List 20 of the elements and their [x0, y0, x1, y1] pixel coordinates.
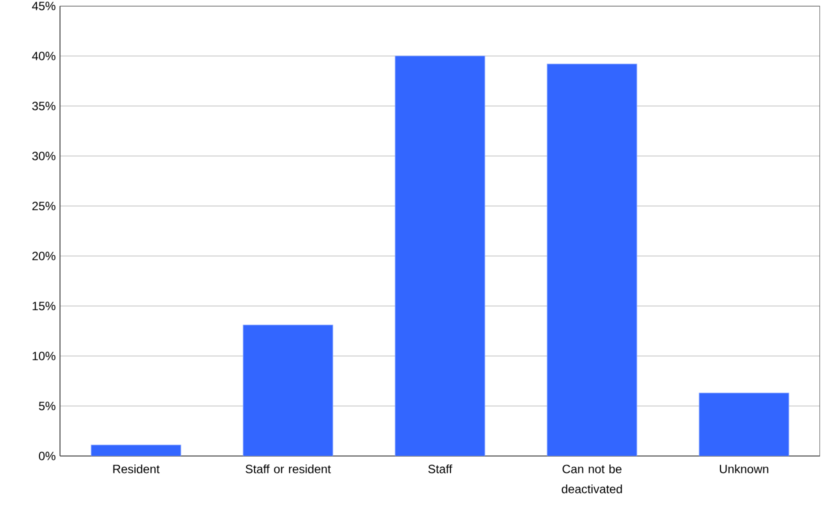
- bar: [394, 56, 486, 456]
- x-tick-label: Resident: [113, 464, 160, 474]
- y-tick-label: 10%: [32, 352, 56, 360]
- x-tick-label: Can not be deactivated: [562, 464, 622, 494]
- y-tick-label: 5%: [38, 402, 56, 410]
- x-tick-label: Staff or resident: [246, 464, 331, 474]
- y-tick-label: 20%: [32, 252, 56, 260]
- y-tick-label: 25%: [32, 202, 56, 210]
- bar: [698, 392, 790, 456]
- x-tick-label: Unknown: [720, 464, 768, 474]
- bar: [91, 445, 181, 456]
- bar: [242, 324, 334, 456]
- x-tick-label: Staff: [428, 464, 452, 474]
- y-tick-label: 40%: [32, 52, 56, 60]
- y-tick-label: 30%: [32, 152, 56, 160]
- y-tick-label: 15%: [32, 302, 56, 310]
- y-tick-label: 35%: [32, 102, 56, 110]
- y-tick-label: 0%: [38, 452, 56, 460]
- y-tick-label: 45%: [32, 2, 56, 10]
- bar: [546, 64, 638, 456]
